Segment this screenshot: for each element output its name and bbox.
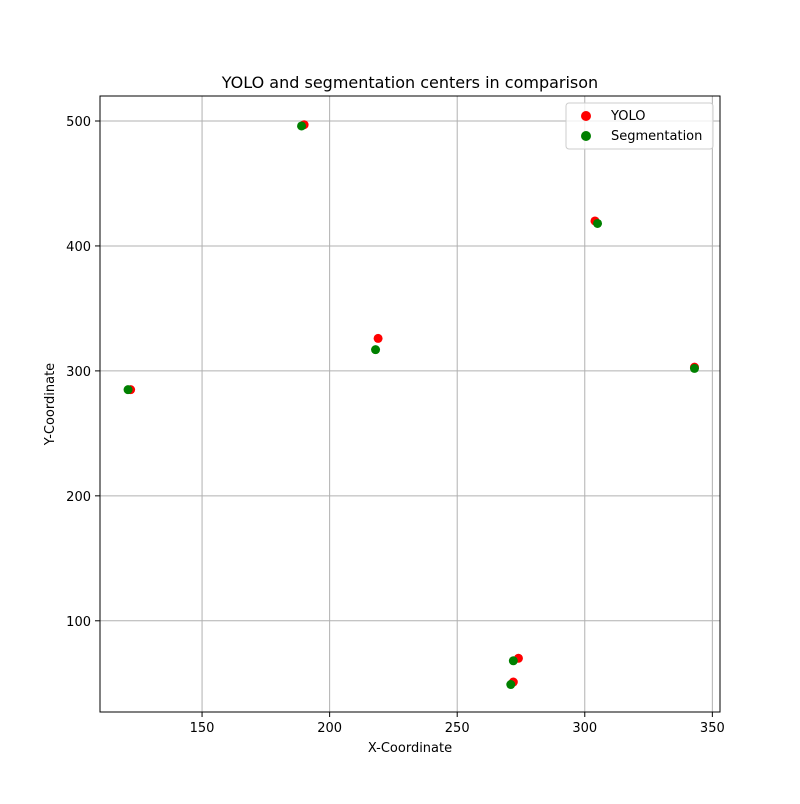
- chart-title: YOLO and segmentation centers in compari…: [221, 73, 598, 92]
- y-tick-label: 400: [66, 240, 91, 255]
- segmentation-point: [297, 121, 307, 131]
- x-tick-label: 300: [572, 721, 597, 736]
- x-tick-label: 350: [700, 721, 725, 736]
- segmentation-point: [123, 385, 133, 395]
- grid: [100, 96, 720, 712]
- segmentation-point: [371, 345, 381, 355]
- legend-label-segmentation: Segmentation: [611, 129, 702, 144]
- y-tick-label: 200: [66, 490, 91, 505]
- legend: YOLO Segmentation: [565, 102, 714, 150]
- x-axis-label: X-Coordinate: [368, 741, 452, 756]
- y-axis-label: Y-Coordinate: [43, 363, 58, 446]
- y-tick-label: 100: [66, 615, 91, 630]
- plot-frame: [99, 95, 721, 713]
- axis-ticks: 150 200 250 300 350 100 200 300 400 500: [66, 115, 725, 736]
- legend-label-yolo: YOLO: [610, 109, 645, 124]
- y-tick-label: 500: [66, 115, 91, 130]
- data-points: [123, 120, 699, 690]
- legend-marker-yolo: [581, 111, 591, 121]
- x-tick-label: 200: [317, 721, 342, 736]
- segmentation-point: [593, 218, 603, 228]
- y-tick-label: 300: [66, 365, 91, 380]
- segmentation-point: [506, 680, 516, 690]
- x-tick-label: 150: [190, 721, 215, 736]
- yolo-point: [373, 333, 383, 343]
- segmentation-point: [508, 656, 518, 666]
- legend-box: [565, 102, 714, 150]
- segmentation-point: [689, 363, 699, 373]
- legend-marker-segmentation: [581, 131, 591, 141]
- x-tick-label: 250: [445, 721, 470, 736]
